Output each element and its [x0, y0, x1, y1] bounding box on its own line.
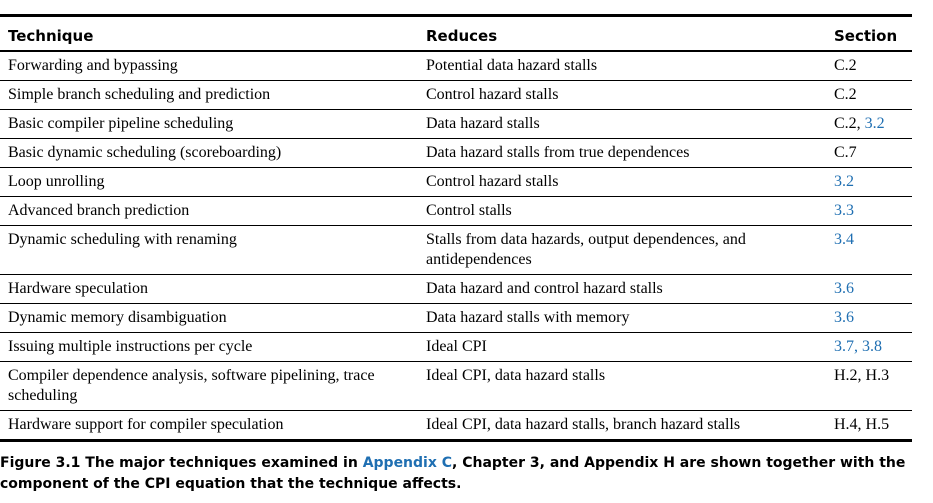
section-text: H.2, H.3: [834, 367, 890, 384]
section-link[interactable]: 3.6: [834, 309, 854, 326]
cell-section: H.2, H.3: [826, 362, 912, 411]
table-row: Forwarding and bypassing Potential data h…: [0, 51, 912, 81]
figure-caption: Figure 3.1 The major techniques examined…: [0, 453, 925, 495]
cell-technique: Basic dynamic scheduling (scoreboarding): [8, 144, 282, 161]
cell-technique: Loop unrolling: [8, 173, 105, 190]
cell-section: H.4, H.5: [826, 411, 912, 441]
cell-section: 3.6: [826, 275, 912, 304]
table-row: Basic compiler pipeline scheduling Data h…: [0, 110, 912, 139]
cell-section: C.2: [826, 81, 912, 110]
section-text: H.4, H.5: [834, 416, 890, 433]
table-body: Forwarding and bypassing Potential data h…: [0, 51, 912, 441]
cell-reduces: Stalls from data hazards, output depende…: [426, 231, 746, 268]
section-text: C.2: [834, 57, 857, 74]
caption-prefix: Figure 3.1 The major techniques examined…: [0, 455, 363, 471]
cell-reduces: Data hazard stalls with memory: [426, 309, 630, 326]
cell-section: 3.4: [826, 226, 912, 275]
cell-section: C.2, 3.2: [826, 110, 912, 139]
table-row: Loop unrolling Control hazard stalls 3.2: [0, 168, 912, 197]
table-row: Compiler dependence analysis, software p…: [0, 362, 912, 411]
cell-technique: Hardware speculation: [8, 280, 148, 297]
cell-section: 3.3: [826, 197, 912, 226]
cell-technique: Compiler dependence analysis, software p…: [8, 367, 375, 404]
cell-technique: Issuing multiple instructions per cycle: [8, 338, 253, 355]
header-technique: Technique: [8, 27, 94, 45]
header-section: Section: [834, 27, 898, 45]
header-reduces: Reduces: [426, 27, 498, 45]
table-row: Dynamic scheduling with renaming Stalls f…: [0, 226, 912, 275]
table-row: Simple branch scheduling and prediction C…: [0, 81, 912, 110]
cell-section: 3.7, 3.8: [826, 333, 912, 362]
cell-technique: Basic compiler pipeline scheduling: [8, 115, 234, 132]
cell-reduces: Ideal CPI, data hazard stalls: [426, 367, 606, 384]
section-link[interactable]: 3.2: [834, 173, 854, 190]
section-link[interactable]: 3.2: [864, 115, 885, 132]
section-text: C.2: [834, 86, 857, 103]
cell-reduces: Potential data hazard stalls: [426, 57, 598, 74]
section-link[interactable]: 3.7, 3.8: [834, 338, 882, 355]
table-header: Technique Reduces Section: [0, 15, 912, 51]
cell-section: C.7: [826, 139, 912, 168]
cell-technique: Forwarding and bypassing: [8, 57, 178, 74]
cell-reduces: Data hazard stalls: [426, 115, 540, 132]
cell-section: 3.6: [826, 304, 912, 333]
section-link[interactable]: 3.6: [834, 280, 854, 297]
cell-reduces: Ideal CPI: [426, 338, 487, 355]
section-text: C.2,: [834, 115, 865, 132]
techniques-table: Technique Reduces Section Forwarding and…: [0, 14, 912, 442]
table-row: Hardware speculation Data hazard and cont…: [0, 275, 912, 304]
section-text: C.7: [834, 144, 857, 161]
cell-technique: Dynamic memory disambiguation: [8, 309, 227, 326]
cell-reduces: Control hazard stalls: [426, 86, 559, 103]
cell-technique: Simple branch scheduling and prediction: [8, 86, 271, 103]
caption-appendix-link[interactable]: Appendix C: [362, 455, 453, 471]
cell-technique: Advanced branch prediction: [8, 202, 190, 219]
table-row: Issuing multiple instructions per cycle I…: [0, 333, 912, 362]
cell-reduces: Control hazard stalls: [426, 173, 559, 190]
cell-section: 3.2: [826, 168, 912, 197]
cell-reduces: Data hazard stalls from true dependences: [426, 144, 690, 161]
cell-technique: Dynamic scheduling with renaming: [8, 231, 237, 248]
cell-reduces: Control stalls: [426, 202, 512, 219]
section-link[interactable]: 3.4: [834, 231, 854, 248]
table-row: Basic dynamic scheduling (scoreboarding)…: [0, 139, 912, 168]
cell-reduces: Ideal CPI, data hazard stalls, branch ha…: [426, 416, 741, 433]
table-row: Hardware support for compiler speculatio…: [0, 411, 912, 441]
section-link[interactable]: 3.3: [834, 202, 854, 219]
techniques-table-container: Technique Reduces Section Forwarding and…: [0, 14, 912, 442]
cell-reduces: Data hazard and control hazard stalls: [426, 280, 663, 297]
table-row: Advanced branch prediction Control stalls…: [0, 197, 912, 226]
caption-suffix: , Chapter 3, and Appendix H are shown to…: [0, 455, 906, 492]
cell-section: C.2: [826, 51, 912, 81]
cell-technique: Hardware support for compiler speculatio…: [8, 416, 284, 433]
table-row: Dynamic memory disambiguation Data hazard…: [0, 304, 912, 333]
header-row: Technique Reduces Section: [0, 15, 912, 51]
